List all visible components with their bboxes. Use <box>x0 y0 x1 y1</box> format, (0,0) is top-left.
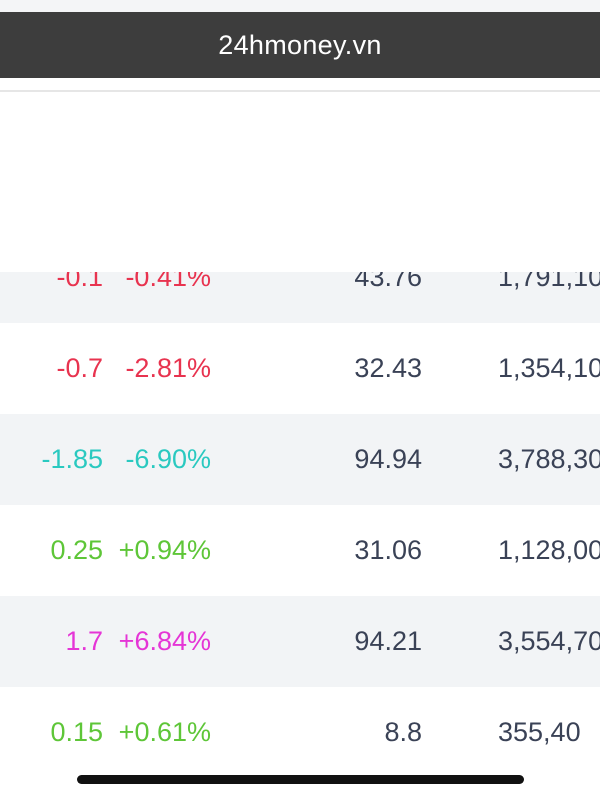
percent-change-value: -6.90% <box>125 444 211 474</box>
volume-value: 3,788,30 <box>498 444 600 474</box>
percent-change-value: +6.84% <box>118 626 211 656</box>
percent-change-value: +0.61% <box>118 717 211 747</box>
price-value: 94.94 <box>354 444 422 474</box>
volume-value: 355,40 <box>498 717 581 747</box>
percent-change-value: -0.41% <box>125 272 211 292</box>
volume-value: 1,791,10 <box>498 272 600 292</box>
volume-value: 1,354,10 <box>498 353 600 383</box>
table-row[interactable]: 1.7 +6.84% 94.21 3,554,70 <box>0 596 600 687</box>
price-value: 32.43 <box>354 353 422 383</box>
status-bar <box>0 0 600 12</box>
price-value: 8.8 <box>384 717 422 747</box>
home-indicator[interactable] <box>77 775 524 784</box>
content-blank-area <box>0 92 600 272</box>
price-value: 94.21 <box>354 626 422 656</box>
price-value: 31.06 <box>354 535 422 565</box>
change-value: -0.7 <box>56 353 103 383</box>
volume-value: 1,128,00 <box>498 535 600 565</box>
percent-change-value: +0.94% <box>118 535 211 565</box>
table-row[interactable]: -0.7 -2.81% 32.43 1,354,10 <box>0 323 600 414</box>
stock-table-rows: -0.1 -0.41% 43.76 1,791,10 -0.7 -2.81% 32.43 1,… <box>0 272 600 778</box>
change-value: -0.1 <box>56 272 103 292</box>
change-value: 0.25 <box>50 535 103 565</box>
table-row[interactable]: 0.15 +0.61% 8.8 355,40 <box>0 687 600 778</box>
stock-table[interactable]: -0.1 -0.41% 43.76 1,791,10 -0.7 -2.81% 32.43 1,… <box>0 272 600 800</box>
change-value: -1.85 <box>41 444 103 474</box>
table-row[interactable]: -1.85 -6.90% 94.94 3,788,30 <box>0 414 600 505</box>
header-divider <box>0 90 600 92</box>
change-value: 1.7 <box>65 626 103 656</box>
browser-url-bar[interactable]: 24hmoney.vn <box>0 12 600 78</box>
volume-value: 3,554,70 <box>498 626 600 656</box>
url-text: 24hmoney.vn <box>218 29 382 60</box>
price-value: 43.76 <box>354 272 422 292</box>
table-row[interactable]: -0.1 -0.41% 43.76 1,791,10 <box>0 272 600 323</box>
percent-change-value: -2.81% <box>125 353 211 383</box>
table-row[interactable]: 0.25 +0.94% 31.06 1,128,00 <box>0 505 600 596</box>
change-value: 0.15 <box>50 717 103 747</box>
